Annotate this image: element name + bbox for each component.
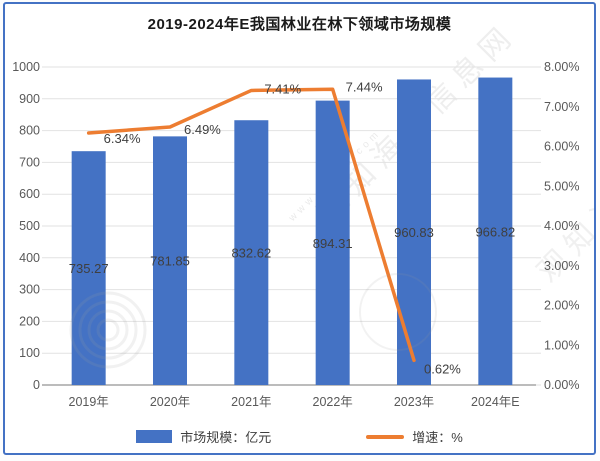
- legend-item-market-size: 市场规模：亿元: [136, 427, 271, 446]
- right-axis-tick-label: 0.00%: [544, 378, 579, 392]
- left-axis-tick-label: 500: [19, 219, 40, 233]
- left-axis-tick-label: 1000: [12, 60, 40, 74]
- chart-legend: 市场规模：亿元 增速：%: [5, 427, 594, 446]
- watermark-spiral-logo: [96, 318, 120, 342]
- left-axis-tick-label: 200: [19, 314, 40, 328]
- bar-value-label: 966.82: [475, 224, 515, 239]
- bar-series-swatch: [136, 430, 173, 443]
- growth-value-label: 6.34%: [104, 131, 141, 146]
- line-series-swatch: [366, 434, 405, 439]
- right-axis-tick-label: 1.00%: [544, 338, 579, 352]
- x-axis-category-label: 2019年: [69, 395, 109, 409]
- growth-value-label: 7.41%: [264, 81, 301, 96]
- left-axis-tick-label: 100: [19, 346, 40, 360]
- legend-label: 市场规模：亿元: [180, 430, 272, 445]
- right-axis-tick-label: 5.00%: [544, 179, 579, 193]
- watermark-ring: [359, 273, 437, 351]
- x-axis-category-label: 2023年: [394, 395, 434, 409]
- combo-chart: 0 100 200 300 400 500 600 700 800 900 1000 0.00% 1.0…: [12, 60, 579, 409]
- bar-2021年: [234, 120, 269, 385]
- chart-title: 2019-2024年E我国林业在林下领域市场规模: [147, 16, 452, 33]
- bar-value-label: 894.31: [313, 236, 353, 251]
- growth-line: [86, 87, 416, 363]
- bar-value-label: 735.27: [69, 261, 109, 276]
- right-axis-tick-label: 3.00%: [544, 259, 579, 273]
- bar-2024年E: [478, 77, 513, 385]
- right-axis-tick-label: 6.00%: [544, 140, 579, 154]
- bar-value-label: 960.83: [394, 225, 434, 240]
- watermark-spiral-logo: [78, 300, 138, 360]
- left-axis-tick-label: 900: [19, 92, 40, 106]
- x-axis-category-label: 2022年: [313, 395, 353, 409]
- growth-value-label: 6.49%: [184, 122, 221, 137]
- x-axis-category-label: 2024年E: [471, 395, 520, 409]
- right-axis-tick-label: 7.00%: [544, 100, 579, 114]
- legend-label: 增速：%: [412, 430, 463, 445]
- growth-value-label: 7.44%: [346, 79, 383, 94]
- left-axis-tick-label: 0: [33, 378, 40, 392]
- growth-value-label: 0.62%: [424, 361, 461, 376]
- watermark-spiral-logo: [69, 291, 147, 369]
- right-axis-tick-label: 2.00%: [544, 299, 579, 313]
- bar-2022年: [315, 100, 350, 385]
- right-axis-tick-label: 4.00%: [544, 219, 579, 233]
- left-axis-tick-label: 400: [19, 251, 40, 265]
- left-axis-tick-label: 800: [19, 124, 40, 138]
- left-axis-tick-label: 700: [19, 155, 40, 169]
- bar-2020年: [153, 136, 187, 385]
- left-axis-tick-label: 600: [19, 187, 40, 201]
- left-axis-tick-label: 300: [19, 283, 40, 297]
- bar-2023年: [397, 79, 431, 386]
- bar-value-label: 781.85: [150, 254, 190, 269]
- chart-frame: 观知海内信息网 www.angob.com 观知海内信息网 2019-2024年…: [3, 2, 596, 455]
- bar-2019年: [71, 151, 106, 385]
- bar-value-label: 832.62: [231, 246, 271, 261]
- x-axis-category-label: 2021年: [231, 395, 271, 409]
- watermark-spiral-logo: [87, 309, 129, 351]
- right-axis-tick-label: 8.00%: [544, 60, 579, 74]
- x-axis-category-label: 2020年: [150, 395, 190, 409]
- legend-item-growth: 增速：%: [366, 427, 463, 446]
